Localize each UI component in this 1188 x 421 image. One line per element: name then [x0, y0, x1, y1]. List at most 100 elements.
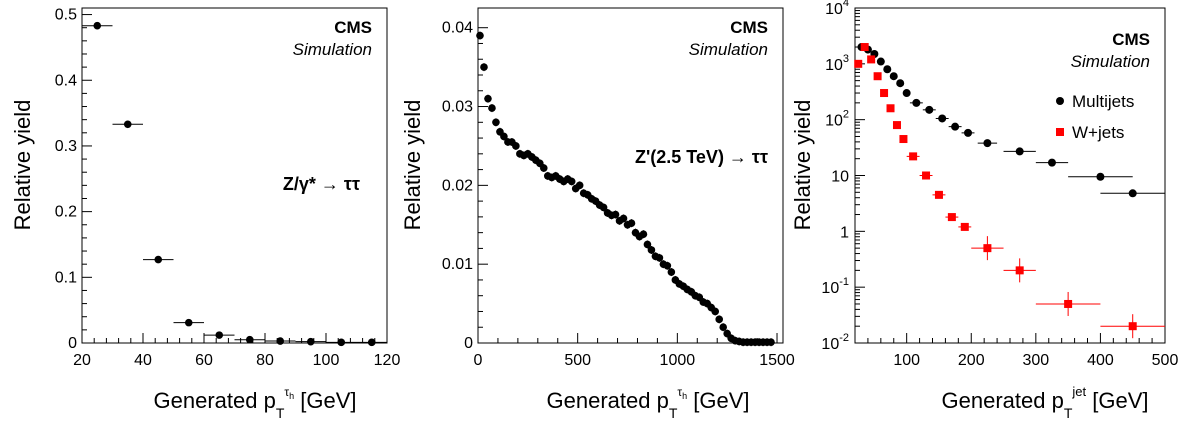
- p2-ytick-label: 0: [464, 335, 473, 352]
- p2-ytick-label: 0.03: [442, 99, 473, 116]
- legend-marker-multijets: [1056, 97, 1064, 105]
- panel1-process-label: Z/γ* → ττ: [283, 174, 360, 194]
- data-point-multijets: [1128, 189, 1137, 198]
- p3-ytick-label: 10-1: [821, 276, 849, 297]
- data-point: [276, 337, 285, 345]
- p3-xtick-label: 500: [1152, 352, 1179, 369]
- panel2-process-label: Z'(2.5 TeV) → ττ: [635, 147, 768, 167]
- panel2-simulation-label: Simulation: [689, 40, 768, 59]
- data-point-wjets: [1015, 266, 1024, 275]
- panel1-data-points: [82, 21, 387, 347]
- p2-ytick-label: 0.02: [442, 177, 473, 194]
- panel3-data-points: [854, 43, 1165, 339]
- data-point-multijets: [983, 139, 992, 148]
- data-point: [539, 164, 548, 172]
- p1-ytick-label: 0.2: [55, 204, 77, 221]
- panel-z-gamma: 0 0.1 0.2 0.3 0.4 0.5 20 40 60 80 100 120 Relative…: [10, 7, 400, 421]
- p2-xtick-label: 500: [564, 352, 591, 369]
- data-point: [488, 104, 496, 112]
- p2-ytick-label: 0.04: [442, 20, 473, 37]
- p2-ytick-label: 0.01: [442, 256, 473, 273]
- data-point: [575, 181, 584, 190]
- p1-ytick-label: 0.1: [55, 269, 77, 286]
- panel3-cms-label: CMS: [1112, 30, 1150, 49]
- panel1-cms-label: CMS: [334, 18, 372, 37]
- data-point: [512, 142, 520, 150]
- p1-xtick-label: 20: [73, 352, 91, 369]
- p3-xtick-label: 100: [893, 352, 920, 369]
- p1-xtick-label: 40: [134, 352, 152, 369]
- data-point: [599, 203, 608, 212]
- data-point-wjets: [1128, 322, 1137, 331]
- p1-xtick-label: 60: [195, 352, 213, 369]
- p1-ytick-label: 0: [68, 335, 77, 352]
- panel2-data-points: [476, 31, 775, 347]
- data-point-wjets: [854, 59, 863, 68]
- data-point-multijets: [912, 98, 921, 107]
- data-point-multijets: [896, 79, 905, 88]
- data-point-multijets: [883, 65, 892, 74]
- data-point-wjets: [899, 135, 908, 144]
- data-point-multijets: [876, 57, 885, 66]
- data-point: [245, 335, 254, 344]
- data-point-multijets: [1096, 172, 1105, 181]
- data-point: [476, 31, 484, 40]
- data-point-wjets: [983, 244, 992, 253]
- panel2-y-axis-label: Relative yield: [400, 100, 425, 231]
- data-point: [567, 177, 576, 186]
- data-point: [667, 268, 676, 276]
- data-point-wjets: [947, 213, 956, 222]
- panel1-frame: [81, 7, 388, 344]
- p1-ytick-label: 0.4: [55, 72, 77, 89]
- data-point-wjets: [880, 89, 889, 98]
- data-point: [480, 63, 488, 71]
- data-point: [306, 337, 315, 346]
- data-point-wjets: [960, 222, 969, 231]
- panel-jets: 10-2 10-1 1 10 102 103 104 100 200 300 400 500 Rel…: [790, 0, 1178, 421]
- legend-marker-wjets: [1056, 128, 1064, 136]
- panel1-x-axis: 20 40 60 80 100 120: [73, 333, 400, 369]
- p1-xtick-label: 80: [256, 352, 274, 369]
- panel1-x-axis-label: Generated pTτh [GeV]: [154, 385, 357, 421]
- data-point-multijets: [1015, 147, 1024, 156]
- p1-xtick-label: 100: [313, 352, 340, 369]
- data-point-wjets: [934, 190, 943, 199]
- p3-ytick-label: 10-2: [821, 332, 849, 353]
- p2-xtick-label: 0: [474, 352, 483, 369]
- data-point: [367, 338, 376, 347]
- data-point-wjets: [860, 43, 869, 52]
- panel1-y-axis: 0 0.1 0.2 0.3 0.4 0.5: [55, 7, 92, 352]
- data-point: [627, 219, 636, 227]
- data-point: [767, 338, 775, 347]
- data-point: [337, 338, 346, 347]
- panel3-y-axis-label: Relative yield: [790, 100, 815, 231]
- panel-zprime: 0 0.01 0.02 0.03 0.04 0 500 1000 1500 Relative …: [400, 7, 795, 421]
- data-point: [492, 118, 500, 127]
- data-point-multijets: [902, 89, 911, 98]
- panel3-legend: Multijets W+jets: [1056, 92, 1134, 142]
- data-point: [123, 120, 132, 129]
- data-point-multijets: [889, 72, 898, 81]
- panel1-y-axis-label: Relative yield: [10, 100, 35, 231]
- data-point-wjets: [922, 171, 931, 180]
- p3-xtick-label: 200: [958, 352, 985, 369]
- data-point-wjets: [867, 55, 876, 64]
- p1-xtick-label: 120: [374, 352, 401, 369]
- panel3-x-axis-label: Generated pTjet [GeV]: [942, 384, 1149, 421]
- data-point: [619, 214, 628, 223]
- legend-label-wjets: W+jets: [1072, 123, 1124, 142]
- p3-ytick-label: 1: [840, 224, 849, 241]
- p1-ytick-label: 0.3: [55, 138, 77, 155]
- panel3-y-axis: 10-2 10-1 1 10 102 103 104: [821, 0, 865, 353]
- data-point-wjets: [892, 121, 901, 130]
- data-point: [500, 132, 508, 141]
- data-point: [719, 323, 727, 332]
- panel1-simulation-label: Simulation: [293, 40, 372, 59]
- p3-ytick-label: 104: [825, 0, 849, 18]
- data-point: [154, 255, 163, 264]
- p1-ytick-label: 0.5: [55, 7, 77, 24]
- data-point: [93, 21, 102, 30]
- panel2-y-axis: 0 0.01 0.02 0.03 0.04: [442, 20, 488, 352]
- p3-ytick-label: 10: [831, 169, 849, 186]
- data-point: [663, 261, 672, 270]
